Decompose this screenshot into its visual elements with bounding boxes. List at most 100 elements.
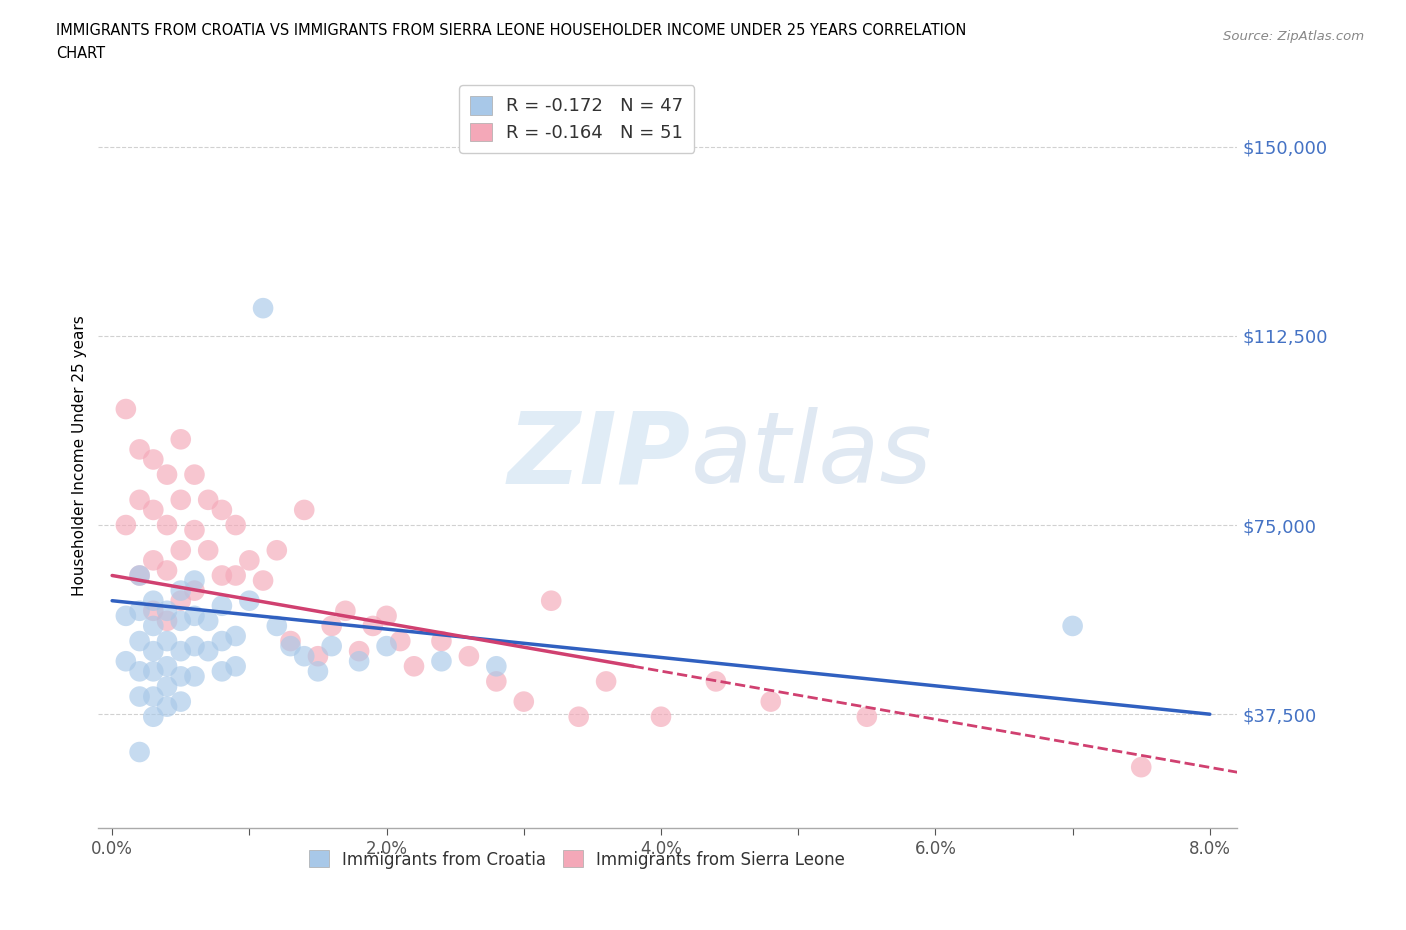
Point bbox=[375, 639, 398, 654]
Point bbox=[759, 694, 782, 709]
Point bbox=[128, 633, 150, 648]
Point bbox=[856, 710, 879, 724]
Point bbox=[211, 633, 233, 648]
Point bbox=[183, 608, 205, 623]
Point bbox=[361, 618, 384, 633]
Point bbox=[156, 658, 179, 673]
Point bbox=[197, 492, 219, 507]
Point bbox=[183, 573, 205, 588]
Point bbox=[307, 664, 329, 679]
Point bbox=[142, 604, 165, 618]
Point bbox=[115, 608, 138, 623]
Point bbox=[211, 664, 233, 679]
Point bbox=[156, 633, 179, 648]
Point bbox=[128, 568, 150, 583]
Point bbox=[170, 543, 193, 558]
Point bbox=[156, 467, 179, 482]
Point bbox=[225, 629, 247, 644]
Point bbox=[197, 644, 219, 658]
Point bbox=[568, 710, 591, 724]
Point bbox=[142, 553, 165, 568]
Point bbox=[156, 614, 179, 629]
Text: IMMIGRANTS FROM CROATIA VS IMMIGRANTS FROM SIERRA LEONE HOUSEHOLDER INCOME UNDER: IMMIGRANTS FROM CROATIA VS IMMIGRANTS FR… bbox=[56, 23, 966, 38]
Point bbox=[321, 618, 343, 633]
Point bbox=[321, 639, 343, 654]
Point bbox=[307, 649, 329, 664]
Point bbox=[156, 604, 179, 618]
Point bbox=[170, 492, 193, 507]
Point bbox=[225, 658, 247, 673]
Point bbox=[170, 669, 193, 684]
Point bbox=[595, 674, 617, 689]
Point bbox=[513, 694, 536, 709]
Point bbox=[142, 618, 165, 633]
Point bbox=[156, 699, 179, 714]
Point bbox=[128, 568, 150, 583]
Point bbox=[347, 654, 370, 669]
Point bbox=[252, 573, 274, 588]
Point bbox=[389, 633, 412, 648]
Point bbox=[142, 710, 165, 724]
Point bbox=[457, 649, 479, 664]
Point bbox=[292, 649, 315, 664]
Point bbox=[128, 689, 150, 704]
Point bbox=[266, 543, 288, 558]
Point bbox=[170, 694, 193, 709]
Point bbox=[142, 664, 165, 679]
Point bbox=[142, 452, 165, 467]
Point bbox=[115, 654, 138, 669]
Point bbox=[170, 583, 193, 598]
Point bbox=[115, 402, 138, 417]
Text: ZIP: ZIP bbox=[508, 407, 690, 504]
Point bbox=[197, 543, 219, 558]
Point bbox=[430, 633, 453, 648]
Point bbox=[375, 608, 398, 623]
Point bbox=[225, 568, 247, 583]
Point bbox=[238, 553, 260, 568]
Point bbox=[704, 674, 727, 689]
Point bbox=[238, 593, 260, 608]
Point bbox=[156, 563, 179, 578]
Point bbox=[170, 593, 193, 608]
Point bbox=[292, 502, 315, 517]
Point bbox=[142, 689, 165, 704]
Point bbox=[156, 679, 179, 694]
Text: Source: ZipAtlas.com: Source: ZipAtlas.com bbox=[1223, 30, 1364, 43]
Point bbox=[128, 664, 150, 679]
Point bbox=[211, 502, 233, 517]
Point bbox=[402, 658, 425, 673]
Point bbox=[225, 518, 247, 533]
Point bbox=[335, 604, 357, 618]
Point bbox=[650, 710, 672, 724]
Legend: Immigrants from Croatia, Immigrants from Sierra Leone: Immigrants from Croatia, Immigrants from… bbox=[302, 844, 852, 875]
Point bbox=[266, 618, 288, 633]
Point bbox=[183, 467, 205, 482]
Point bbox=[142, 644, 165, 658]
Point bbox=[128, 745, 150, 760]
Text: CHART: CHART bbox=[56, 46, 105, 61]
Point bbox=[142, 593, 165, 608]
Point bbox=[183, 669, 205, 684]
Point bbox=[183, 583, 205, 598]
Point bbox=[485, 674, 508, 689]
Point bbox=[197, 614, 219, 629]
Point bbox=[170, 644, 193, 658]
Point bbox=[540, 593, 562, 608]
Point bbox=[430, 654, 453, 669]
Point bbox=[211, 568, 233, 583]
Point bbox=[280, 633, 302, 648]
Point bbox=[183, 639, 205, 654]
Point bbox=[347, 644, 370, 658]
Point bbox=[252, 300, 274, 315]
Point bbox=[280, 639, 302, 654]
Point bbox=[156, 518, 179, 533]
Text: atlas: atlas bbox=[690, 407, 932, 504]
Point bbox=[211, 598, 233, 613]
Point bbox=[170, 614, 193, 629]
Point bbox=[183, 523, 205, 538]
Y-axis label: Householder Income Under 25 years: Householder Income Under 25 years bbox=[72, 315, 87, 596]
Point bbox=[128, 442, 150, 457]
Point bbox=[128, 604, 150, 618]
Point bbox=[1062, 618, 1084, 633]
Point bbox=[115, 518, 138, 533]
